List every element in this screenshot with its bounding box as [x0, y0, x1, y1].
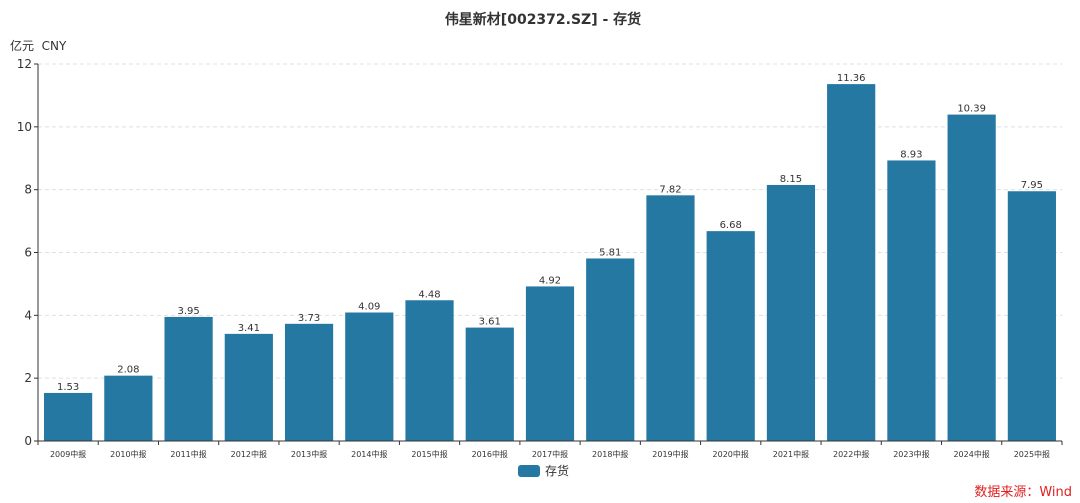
- bar[interactable]: [706, 231, 755, 441]
- legend-label: 存货: [545, 463, 569, 478]
- bar[interactable]: [525, 286, 575, 441]
- x-tick-label: 2009中报: [50, 449, 86, 459]
- x-tick-label: 2017中报: [532, 449, 568, 459]
- bar-value-label: 8.15: [780, 174, 802, 185]
- bar[interactable]: [646, 195, 695, 441]
- bar[interactable]: [465, 327, 514, 441]
- bar[interactable]: [887, 160, 936, 442]
- value-labels: 1.53 2.08 3.95 3.41 3.73 4.09 4.48 3.61 4.92 5.81…: [57, 73, 1043, 393]
- y-tick-label: 0: [24, 434, 32, 448]
- bar-value-label: 8.93: [900, 149, 922, 160]
- bar[interactable]: [164, 316, 213, 441]
- bar-value-label: 3.41: [238, 323, 260, 334]
- chart-title: 伟星新材[002372.SZ] - 存货: [445, 11, 641, 28]
- y-tick-label: 6: [24, 246, 32, 260]
- bar-value-label: 4.09: [358, 302, 380, 313]
- x-tick-label: 2016中报: [472, 449, 508, 459]
- bar-value-label: 10.39: [957, 104, 986, 115]
- x-tick-label: 2018中报: [592, 449, 628, 459]
- bar[interactable]: [586, 258, 635, 441]
- bar-value-label: 7.95: [1021, 180, 1043, 191]
- bar-value-label: 6.68: [720, 220, 742, 231]
- y-tick-label: 2: [24, 371, 32, 385]
- x-tick-label: 2020中报: [713, 449, 749, 459]
- x-tick-label: 2011中报: [170, 449, 206, 459]
- bar[interactable]: [947, 114, 996, 441]
- bar-value-label: 4.48: [418, 289, 440, 300]
- x-tick-label: 2013中报: [291, 449, 327, 459]
- bar-value-label: 5.81: [599, 247, 621, 258]
- bar-value-label: 3.61: [479, 317, 501, 328]
- x-tick-label: 2021中报: [773, 449, 809, 459]
- y-tick-label: 12: [17, 57, 32, 71]
- bar[interactable]: [766, 184, 816, 441]
- legend-swatch: [518, 465, 540, 477]
- bar-value-label: 3.95: [177, 306, 199, 317]
- x-tick-label: 2015中报: [411, 449, 447, 459]
- x-tick-label: 2024中报: [953, 449, 989, 459]
- y-tick-label: 4: [24, 308, 32, 322]
- bar-value-label: 11.36: [837, 73, 866, 84]
- bar[interactable]: [44, 392, 93, 441]
- x-tick-label: 2010中报: [110, 449, 146, 459]
- bar-value-label: 3.73: [298, 313, 320, 324]
- y-tick-label: 10: [17, 120, 32, 134]
- bar[interactable]: [827, 84, 876, 442]
- bar-value-label: 1.53: [57, 382, 79, 393]
- y-axis-unit-label: 亿元 CNY: [10, 38, 67, 53]
- bar-value-label: 7.82: [659, 184, 681, 195]
- bar[interactable]: [224, 333, 273, 441]
- x-tick-label: 2022中报: [833, 449, 869, 459]
- bar[interactable]: [1007, 191, 1056, 441]
- x-tick-label: 2025中报: [1014, 449, 1050, 459]
- y-tick-label: 8: [24, 183, 32, 197]
- bar[interactable]: [405, 300, 454, 441]
- legend[interactable]: 存货: [518, 463, 569, 478]
- x-tick-label: 2014中报: [351, 449, 387, 459]
- bar[interactable]: [104, 375, 153, 441]
- x-tick-label: 2019中报: [652, 449, 688, 459]
- bar[interactable]: [284, 323, 334, 441]
- x-tick-label: 2023中报: [893, 449, 929, 459]
- bars: [44, 84, 1056, 442]
- bar[interactable]: [345, 312, 394, 441]
- data-source-note: 数据来源：Wind: [974, 485, 1072, 500]
- axes: 0 2 4 6 8 10 12 2009中报 2010中报 2011中报 2012中报 2013中报 2…: [17, 57, 1063, 459]
- x-tick-label: 2012中报: [231, 449, 267, 459]
- bar-value-label: 4.92: [539, 275, 561, 286]
- bar-value-label: 2.08: [117, 365, 139, 376]
